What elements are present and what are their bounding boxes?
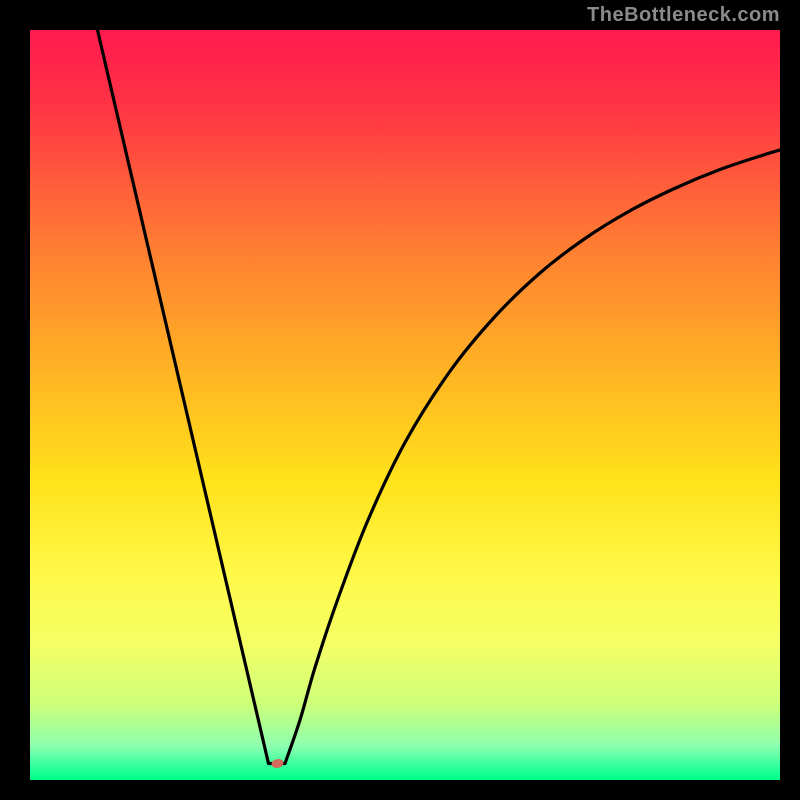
gradient-background: [30, 30, 780, 780]
watermark-text: TheBottleneck.com: [587, 4, 780, 27]
plot-area: [30, 30, 780, 780]
chart-svg: [30, 30, 780, 780]
chart-frame: TheBottleneck.com: [0, 0, 800, 800]
